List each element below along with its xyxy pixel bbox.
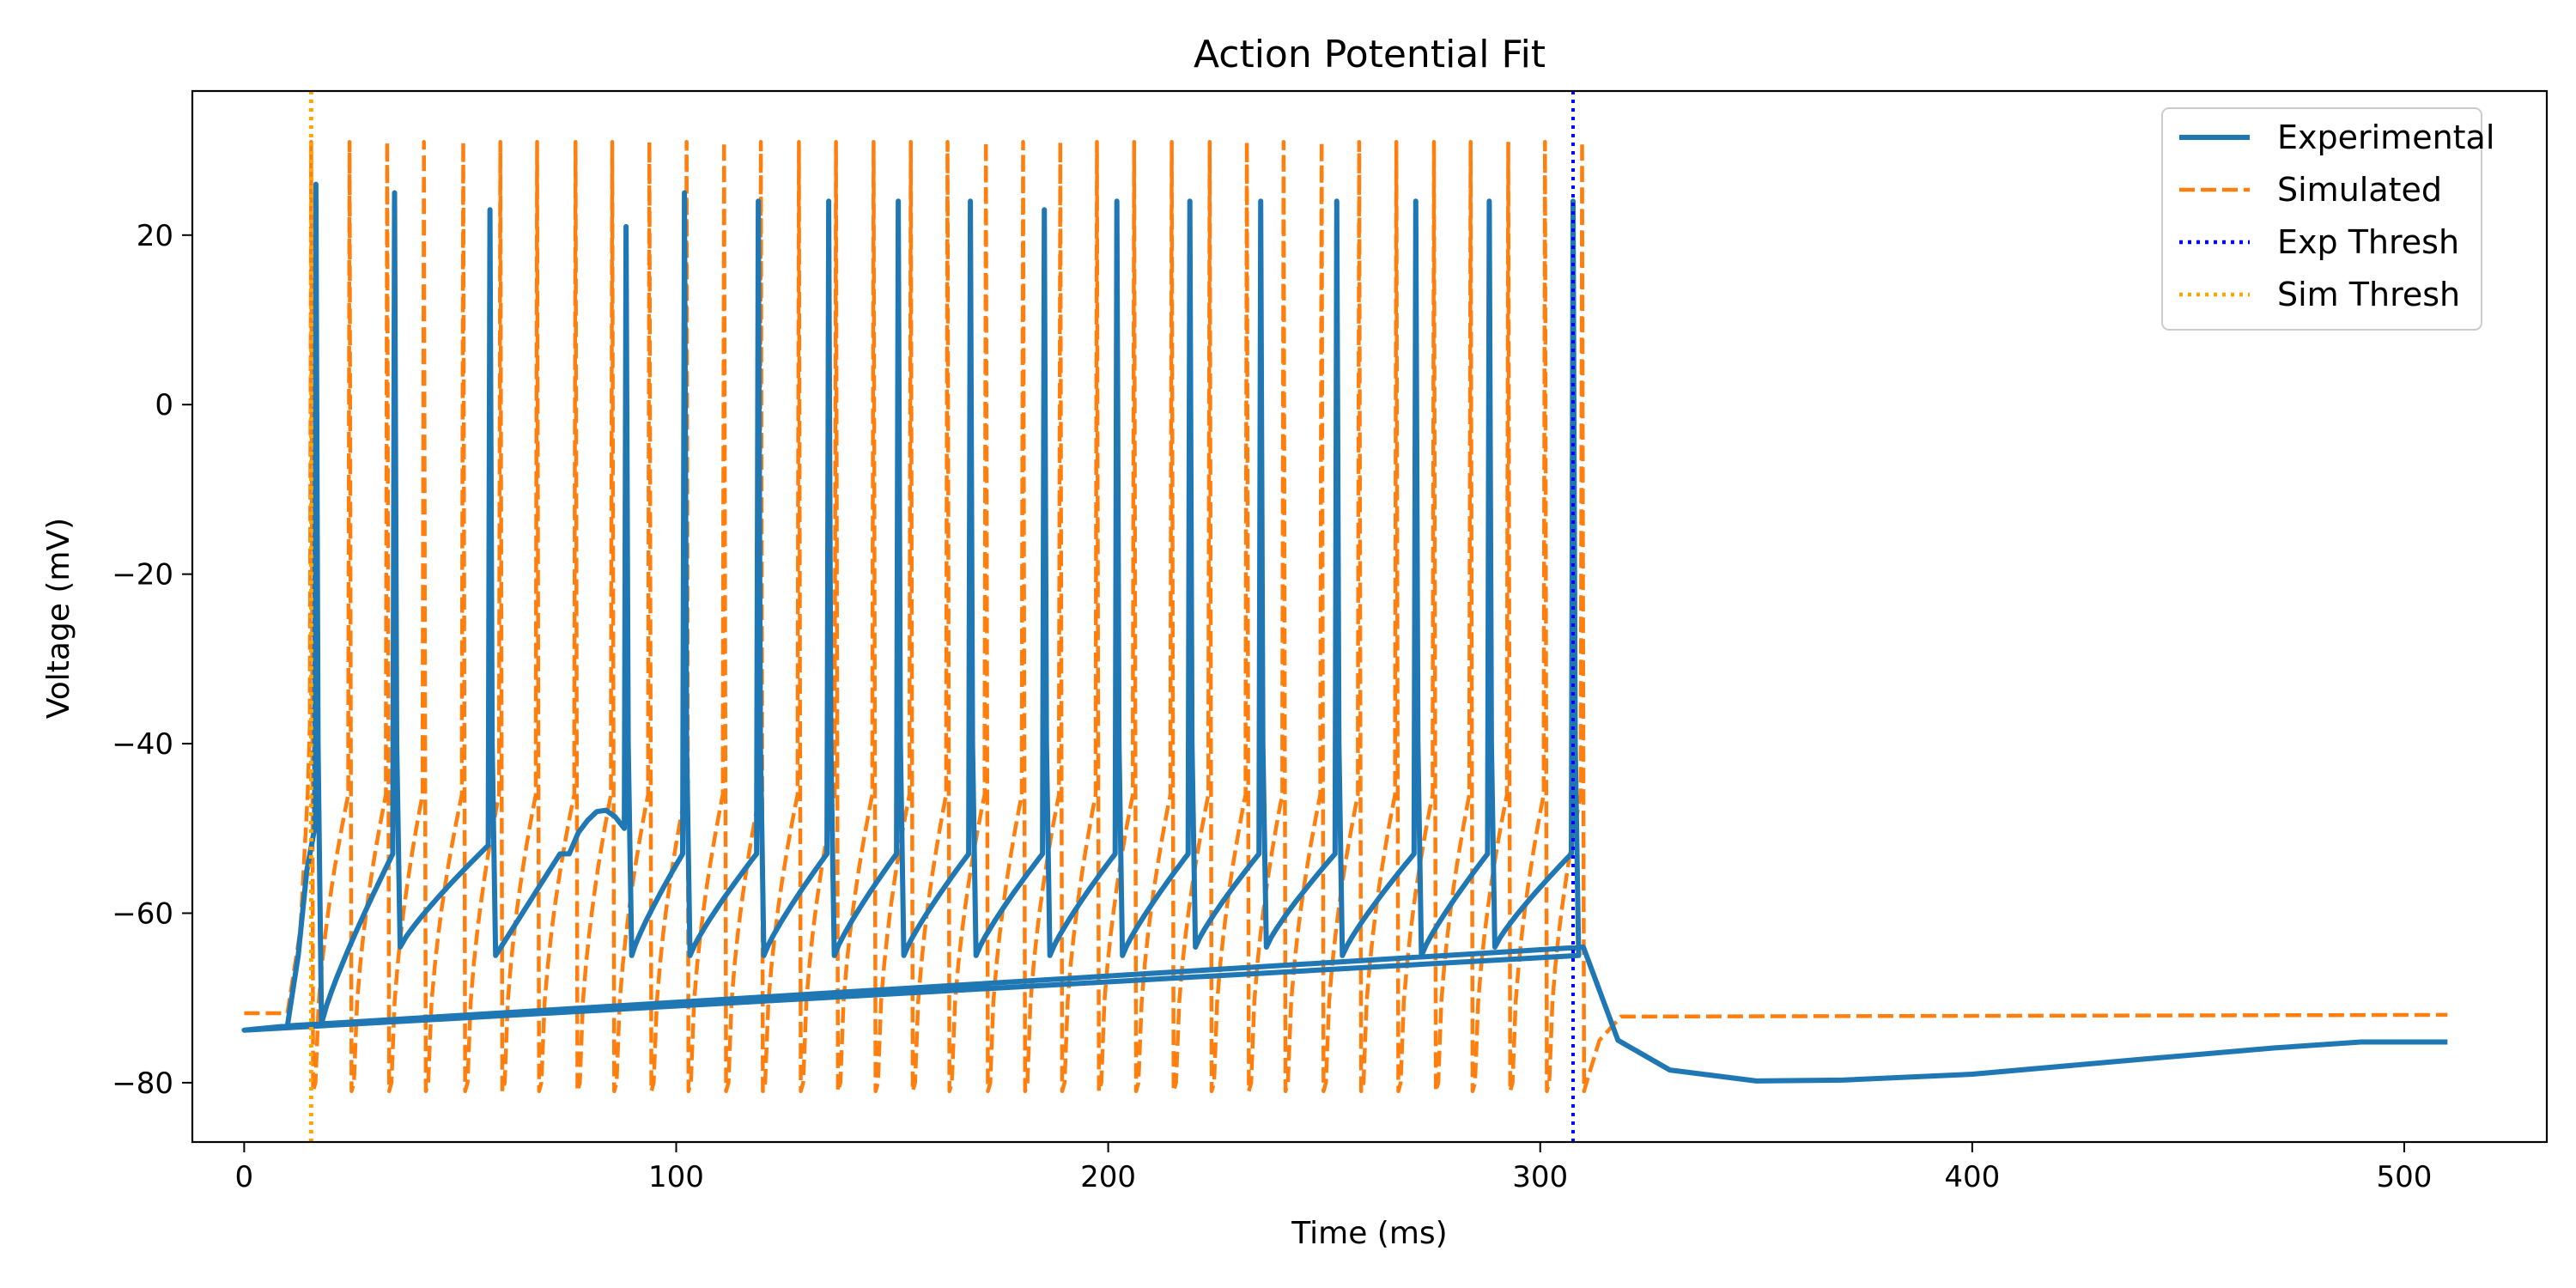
x-axis: 0 100 200 300 400 500 <box>235 1142 2433 1194</box>
y-axis-label: Voltage (mV) <box>41 518 76 719</box>
x-axis-label: Time (ms) <box>1291 1216 1447 1251</box>
legend-label: Sim Thresh <box>2277 276 2460 313</box>
series-simulated-line <box>244 139 2448 1094</box>
x-tick-label: 200 <box>1080 1160 1136 1194</box>
x-tick-label: 0 <box>235 1160 254 1194</box>
x-tick-label: 500 <box>2377 1160 2433 1194</box>
y-axis: −80 −60 −40 −20 0 20 <box>112 219 192 1101</box>
plot-frame <box>191 89 2549 1144</box>
legend: Experimental Simulated Exp Thresh Sim Thres… <box>2161 107 2494 331</box>
y-tick-label: −40 <box>112 727 173 762</box>
chart-title: Action Potential Fit <box>1194 33 1546 76</box>
y-tick-label: −60 <box>112 896 173 931</box>
legend-label: Exp Thresh <box>2277 223 2459 261</box>
y-tick-label: −20 <box>112 558 173 592</box>
series-layer <box>241 139 2448 1094</box>
legend-label: Experimental <box>2277 118 2494 156</box>
x-tick-label: 100 <box>648 1160 704 1194</box>
x-tick-label: 300 <box>1512 1160 1568 1194</box>
legend-box <box>2161 107 2482 331</box>
y-tick-label: −80 <box>112 1066 173 1101</box>
series-experimental-line <box>241 181 2448 1084</box>
threshold-layer <box>308 91 1575 1142</box>
legend-label: Simulated <box>2277 171 2442 209</box>
y-tick-label: 20 <box>137 219 173 253</box>
y-tick-label: 0 <box>155 388 173 422</box>
x-tick-label: 400 <box>1944 1160 2000 1194</box>
